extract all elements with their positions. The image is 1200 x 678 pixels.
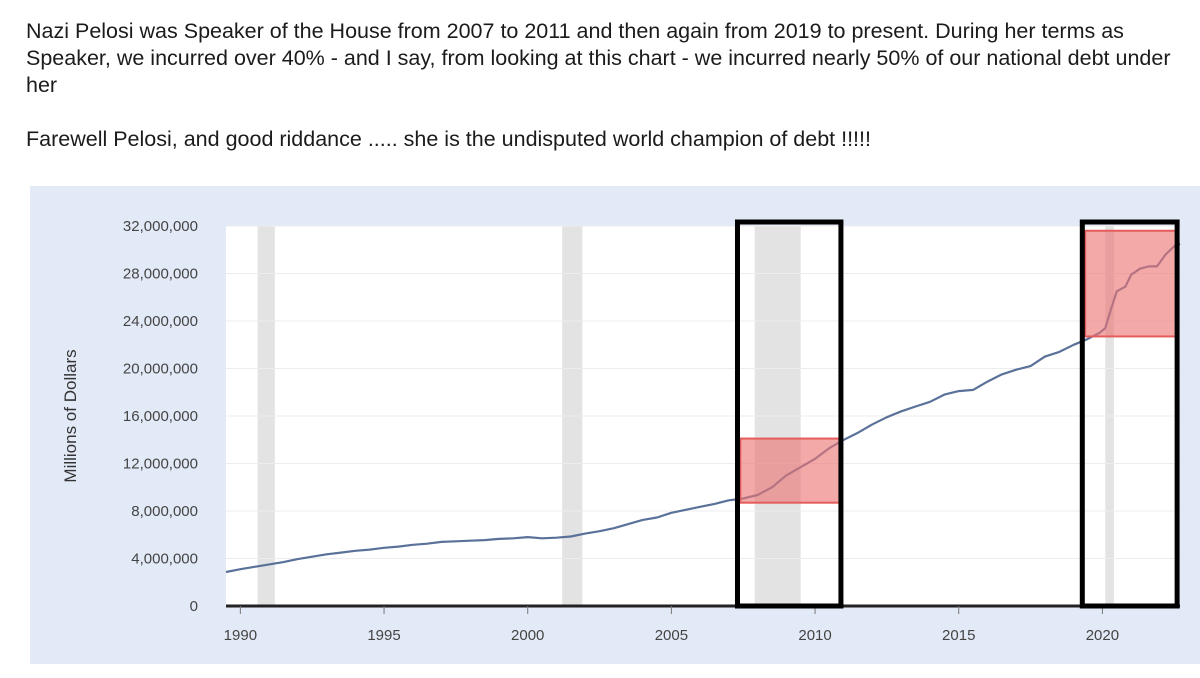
post-paragraph-2: Farewell Pelosi, and good riddance .....… (26, 127, 871, 151)
y-tick-label: 4,000,000 (131, 551, 198, 568)
y-tick-label: 32,000,000 (123, 218, 198, 235)
y-tick-label: 0 (190, 598, 198, 615)
black-outline-box-1 (1079, 219, 1180, 609)
y-tick-label: 16,000,000 (123, 408, 198, 425)
x-tick-label: 2010 (798, 627, 831, 644)
post-paragraph-1: Nazi Pelosi was Speaker of the House fro… (26, 19, 1171, 97)
chart-panel: 0 4,000,000 8,000,000 12,000,000 16,000,000 2… (30, 186, 1200, 664)
x-tick-label: 1990 (224, 627, 257, 644)
y-tick-label: 8,000,000 (131, 503, 198, 520)
post-text: Nazi Pelosi was Speaker of the House fro… (26, 18, 1186, 153)
y-axis-label: Millions of Dollars (61, 349, 80, 482)
y-tick-label: 12,000,000 (123, 456, 198, 473)
y-tick-label: 20,000,000 (123, 361, 198, 378)
x-tick-label: 2015 (942, 627, 975, 644)
x-tick-label: 2005 (655, 627, 688, 644)
x-tick-label: 2020 (1086, 627, 1119, 644)
debt-line-chart: 0 4,000,000 8,000,000 12,000,000 16,000,000 2… (61, 218, 1181, 644)
y-tick-label: 24,000,000 (123, 313, 198, 330)
x-tick-label: 2000 (511, 627, 544, 644)
x-tick-label: 1995 (367, 627, 400, 644)
red-highlight-box-0 (739, 437, 842, 504)
red-highlight-box-1 (1084, 229, 1179, 338)
black-outline-box-0 (734, 219, 844, 609)
y-tick-label: 28,000,000 (123, 266, 198, 283)
